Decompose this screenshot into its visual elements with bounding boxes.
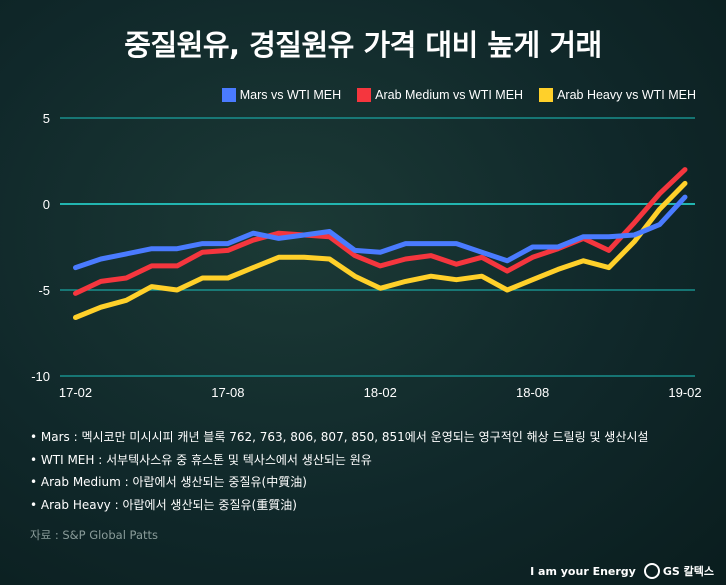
note-arab-heavy: • Arab Heavy : 아랍에서 생산되는 중질유(重質油) [30,497,297,512]
x-tick-label: 18-08 [516,385,549,400]
legend-swatch [221,88,236,102]
x-tick-label: 17-08 [211,385,244,400]
legend-label: Mars vs WTI MEH [239,88,342,102]
logo-text: GS 칼텍스 [662,565,714,578]
series-line-arab-1 [73,167,688,296]
x-tick-label: 17-02 [59,385,92,400]
brand-slogan: I am your Energy [530,564,636,578]
source-note: 자료 : S&P Global Patts [30,528,159,542]
y-tick-label: -5 [38,283,50,298]
x-tick-label: 19-02 [668,385,701,400]
series-line-arab-2 [73,180,688,320]
legend-item-arab-heavy: Arab Heavy vs WTI MEH [539,88,696,102]
x-tick-label: 18-02 [364,385,397,400]
legend-swatch [357,88,372,102]
legend-item-mars: Mars vs WTI MEH [221,88,342,102]
legend-item-arab-medium: Arab Medium vs WTI MEH [357,88,523,102]
y-tick-label: 0 [43,197,50,212]
note-wti: • WTI MEH : 서부텍사스유 중 휴스톤 및 텍사스에서 생산되는 원유 [30,452,372,467]
notes: • Mars : 멕시코만 미시시피 캐년 블록 762, 763, 806, … [30,426,648,516]
gs-caltex-logo: GS 칼텍스 [643,563,714,579]
series-line-mars-0 [73,194,688,271]
legend-label: Arab Medium vs WTI MEH [375,88,524,102]
y-tick-label: 5 [43,111,50,126]
line-chart: 5 0 -5 -10 17-02 17-08 18-02 18-08 19-02 [31,111,701,400]
page-title: 중질원유, 경질원유 가격 대비 높게 거래 [124,28,602,62]
legend-swatch [539,88,554,102]
y-tick-label: -10 [31,369,50,384]
note-arab-medium: • Arab Medium : 아랍에서 생산되는 중질유(中質油) [30,475,307,489]
legend-label: Arab Heavy vs WTI MEH [557,88,696,102]
chart-legend: Mars vs WTI MEH Arab Medium vs WTI MEH A… [221,88,696,102]
gs-logo-icon [643,563,660,579]
brand: I am your Energy GS 칼텍스 [530,563,714,579]
note-mars: • Mars : 멕시코만 미시시피 캐년 블록 762, 763, 806, … [30,430,649,444]
